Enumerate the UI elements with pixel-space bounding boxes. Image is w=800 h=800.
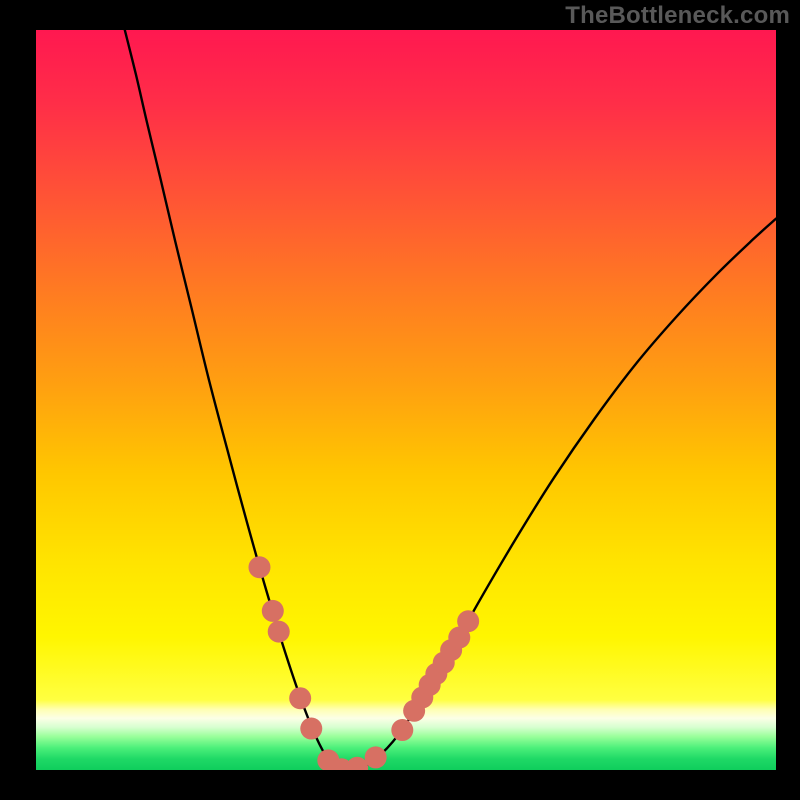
plot-background xyxy=(36,30,776,770)
highlight-dot xyxy=(457,610,479,632)
watermark-text: TheBottleneck.com xyxy=(565,2,790,30)
highlight-dot xyxy=(248,556,270,578)
highlight-dot xyxy=(268,621,290,643)
highlight-dot xyxy=(391,719,413,741)
chart-stage: TheBottleneck.com xyxy=(0,0,800,800)
highlight-dot xyxy=(365,746,387,768)
highlight-dot xyxy=(289,687,311,709)
highlight-dot xyxy=(300,718,322,740)
plot-area xyxy=(36,30,776,770)
highlight-dot xyxy=(262,600,284,622)
plot-svg xyxy=(36,30,776,770)
